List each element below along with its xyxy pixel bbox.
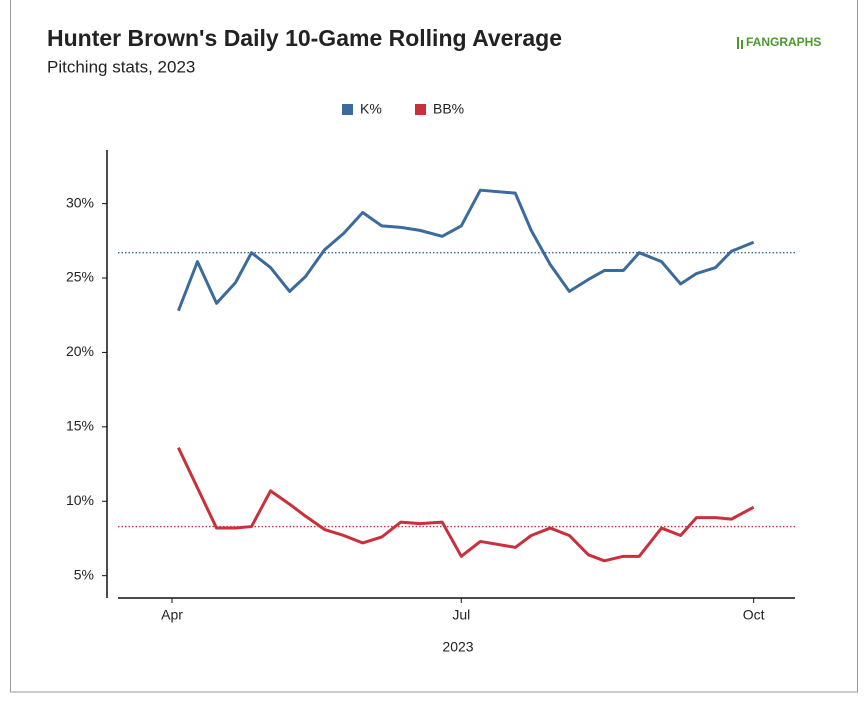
chart-title: Hunter Brown's Daily 10-Game Rolling Ave… <box>47 25 562 51</box>
y-tick-label: 20% <box>66 343 94 359</box>
legend-swatch <box>415 104 426 115</box>
x-tick-label: Jul <box>452 607 470 623</box>
x-axis-label: 2023 <box>442 639 473 655</box>
legend-swatch <box>342 104 353 115</box>
frame <box>10 0 858 693</box>
series-line <box>177 447 755 563</box>
y-tick-label: 5% <box>74 566 94 582</box>
y-tick-label: 10% <box>66 492 94 508</box>
legend-label: BB% <box>433 101 464 117</box>
series-line <box>176 188 755 312</box>
x-tick-label: Oct <box>743 607 765 623</box>
y-tick-label: 15% <box>66 418 94 434</box>
x-tick-label: Apr <box>161 607 183 623</box>
chart-subtitle: Pitching stats, 2023 <box>47 57 195 76</box>
y-tick-label: 25% <box>66 269 94 285</box>
y-tick-label: 30% <box>66 194 94 210</box>
legend-label: K% <box>360 101 382 117</box>
logo: FANGRAPHS <box>746 35 821 49</box>
logo-icon <box>737 37 743 49</box>
